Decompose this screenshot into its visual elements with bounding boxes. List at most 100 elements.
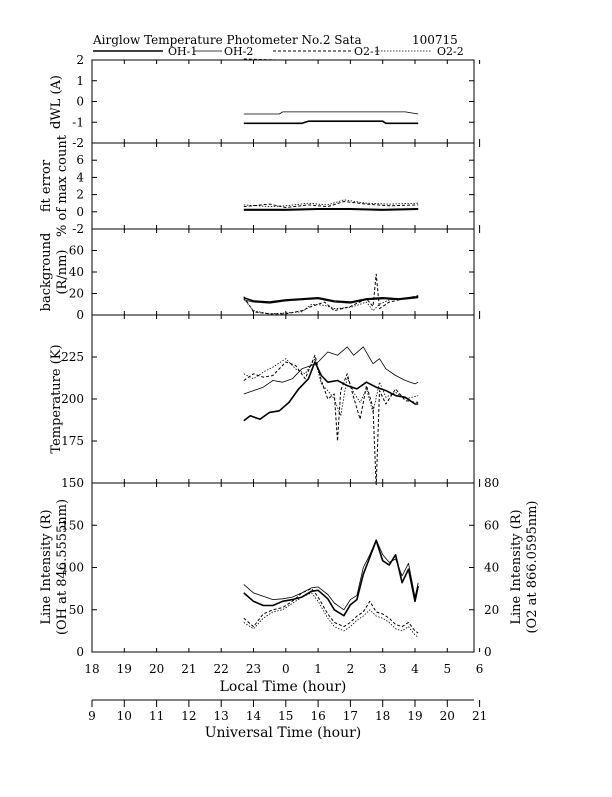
series-line-o2-2 (243, 592, 419, 638)
y-tick-label: 60 (69, 244, 84, 258)
y-tick-label: 0 (76, 645, 84, 659)
y-tick-label: 6 (76, 153, 84, 167)
ut-tick-label: 14 (246, 709, 262, 723)
ut-tick-label: 9 (88, 709, 96, 723)
series-line-oh-2 (243, 111, 419, 115)
y-axis-label: background (39, 233, 54, 312)
series-line-o2-2 (243, 296, 419, 315)
local-time-tick-label: 4 (411, 662, 419, 676)
series-line-oh-2 (243, 346, 419, 395)
legend-label: O2-1 (354, 45, 381, 58)
series-line-oh-1 (243, 208, 419, 211)
y-tick-label: 0 (76, 308, 84, 322)
local-time-tick-label: 0 (282, 662, 290, 676)
series-line-o2-1 (243, 588, 419, 634)
y-tick-label: 20 (69, 287, 84, 301)
series-line-o2-1 (243, 201, 419, 208)
local-time-tick-label: 3 (379, 662, 387, 676)
panel-dwl: 2 1 0 -1 -2 dWL (A) (49, 53, 481, 150)
legend-label: O2-2 (437, 45, 464, 58)
ut-tick-label: 13 (214, 709, 229, 723)
series-line-oh-1 (243, 361, 419, 422)
local-time-tick-label: 5 (443, 662, 451, 676)
y-tick-label: 2 (76, 53, 84, 67)
panel-frame (91, 59, 475, 144)
series-line-oh-1 (243, 120, 419, 125)
ut-tick-label: 21 (472, 709, 487, 723)
ut-tick-label: 16 (310, 709, 325, 723)
y-axis-label-sub: (R/nm) (55, 249, 70, 294)
series-line-o2-1 (243, 354, 419, 485)
y-tick-label-right: 60 (484, 518, 499, 532)
y-tick-label: 0 (76, 95, 84, 109)
ut-tick-label: 18 (375, 709, 390, 723)
series-line-oh-2 (243, 539, 419, 611)
y-tick-label: -2 (72, 136, 84, 150)
series-line-oh-1 (243, 539, 419, 617)
legend: OH-1 OH-2 O2-1 O2-2 (93, 45, 464, 58)
legend-label: OH-1 (168, 45, 197, 58)
y-tick-label: 150 (61, 518, 84, 532)
ut-tick-label: 19 (407, 709, 422, 723)
y-tick-label: -2 (72, 222, 84, 236)
y-axis-label-sub: (OH at 846.5555nm) (55, 499, 70, 635)
series-line-o2-2 (243, 199, 419, 208)
legend-label: OH-2 (224, 45, 253, 58)
y-tick-label: 4 (76, 170, 84, 184)
chart-title: Airglow Temperature Photometer No.2 Sata (92, 33, 362, 47)
y-tick-label: 40 (69, 265, 84, 279)
ut-axis-label: Universal Time (hour) (205, 725, 362, 741)
panel-temperature: 225 200 175 150 Temperature (K) (49, 314, 481, 490)
ut-tick-label: 15 (278, 709, 293, 723)
panel-fit_error: 6 4 2 0 -2 fit error% of max count (39, 134, 481, 237)
series-line-oh-2 (243, 207, 419, 210)
ut-tick-label: 11 (149, 709, 164, 723)
panel-frame (91, 482, 475, 653)
y-tick-label: -1 (72, 115, 84, 129)
local-time-tick-label: 6 (476, 662, 484, 676)
local-time-tick-label: 1 (314, 662, 322, 676)
series-line-o2-2 (243, 358, 419, 417)
y-tick-label: 100 (61, 561, 84, 575)
y-axis-label-sub: % of max count (55, 134, 70, 237)
y-tick-label: 50 (69, 603, 84, 617)
y-axis-label: fit error (39, 159, 54, 212)
y-axis-label: Line Intensity (R) (39, 509, 54, 624)
y-tick-label: 175 (61, 434, 84, 448)
local-time-tick-label: 20 (149, 662, 164, 676)
panel-background: 60 40 20 0 background (R/nm) (39, 228, 481, 322)
y-tick-label: 0 (76, 205, 84, 219)
y-tick-label: 200 (61, 392, 84, 406)
local-time-tick-label: 23 (246, 662, 261, 676)
local-time-axis-label: Local Time (hour) (220, 679, 347, 695)
y-axis-label-right: Line Intensity (R) (509, 509, 524, 624)
y-axis-label: Temperature (K) (49, 344, 64, 453)
y-tick-label-right: 40 (484, 561, 499, 575)
ut-tick-label: 20 (440, 709, 455, 723)
y-axis-label-right-sub: (O2 at 866.0595nm) (525, 500, 540, 633)
local-time-tick-label: 18 (84, 662, 99, 676)
y-tick-label-right: 0 (484, 645, 492, 659)
ut-tick-label: 10 (117, 709, 132, 723)
y-tick-label: 2 (76, 188, 84, 202)
ut-tick-label: 12 (181, 709, 196, 723)
y-tick-label: 1 (76, 74, 84, 88)
panel-frame (91, 314, 475, 484)
local-time-tick-label: 2 (347, 662, 355, 676)
local-time-tick-label: 19 (117, 662, 132, 676)
y-tick-label: 150 (61, 476, 84, 490)
ut-tick-label: 17 (343, 709, 358, 723)
series-line-o2-1 (243, 273, 419, 315)
series-line-oh-1 (243, 295, 419, 303)
y-tick-label-right: 80 (484, 476, 499, 490)
series-line-oh-2 (243, 297, 419, 304)
local-time-tick-label: 22 (214, 662, 229, 676)
y-tick-label-right: 20 (484, 603, 499, 617)
date-code: 100715 (412, 33, 458, 47)
panel-frame (91, 228, 475, 316)
